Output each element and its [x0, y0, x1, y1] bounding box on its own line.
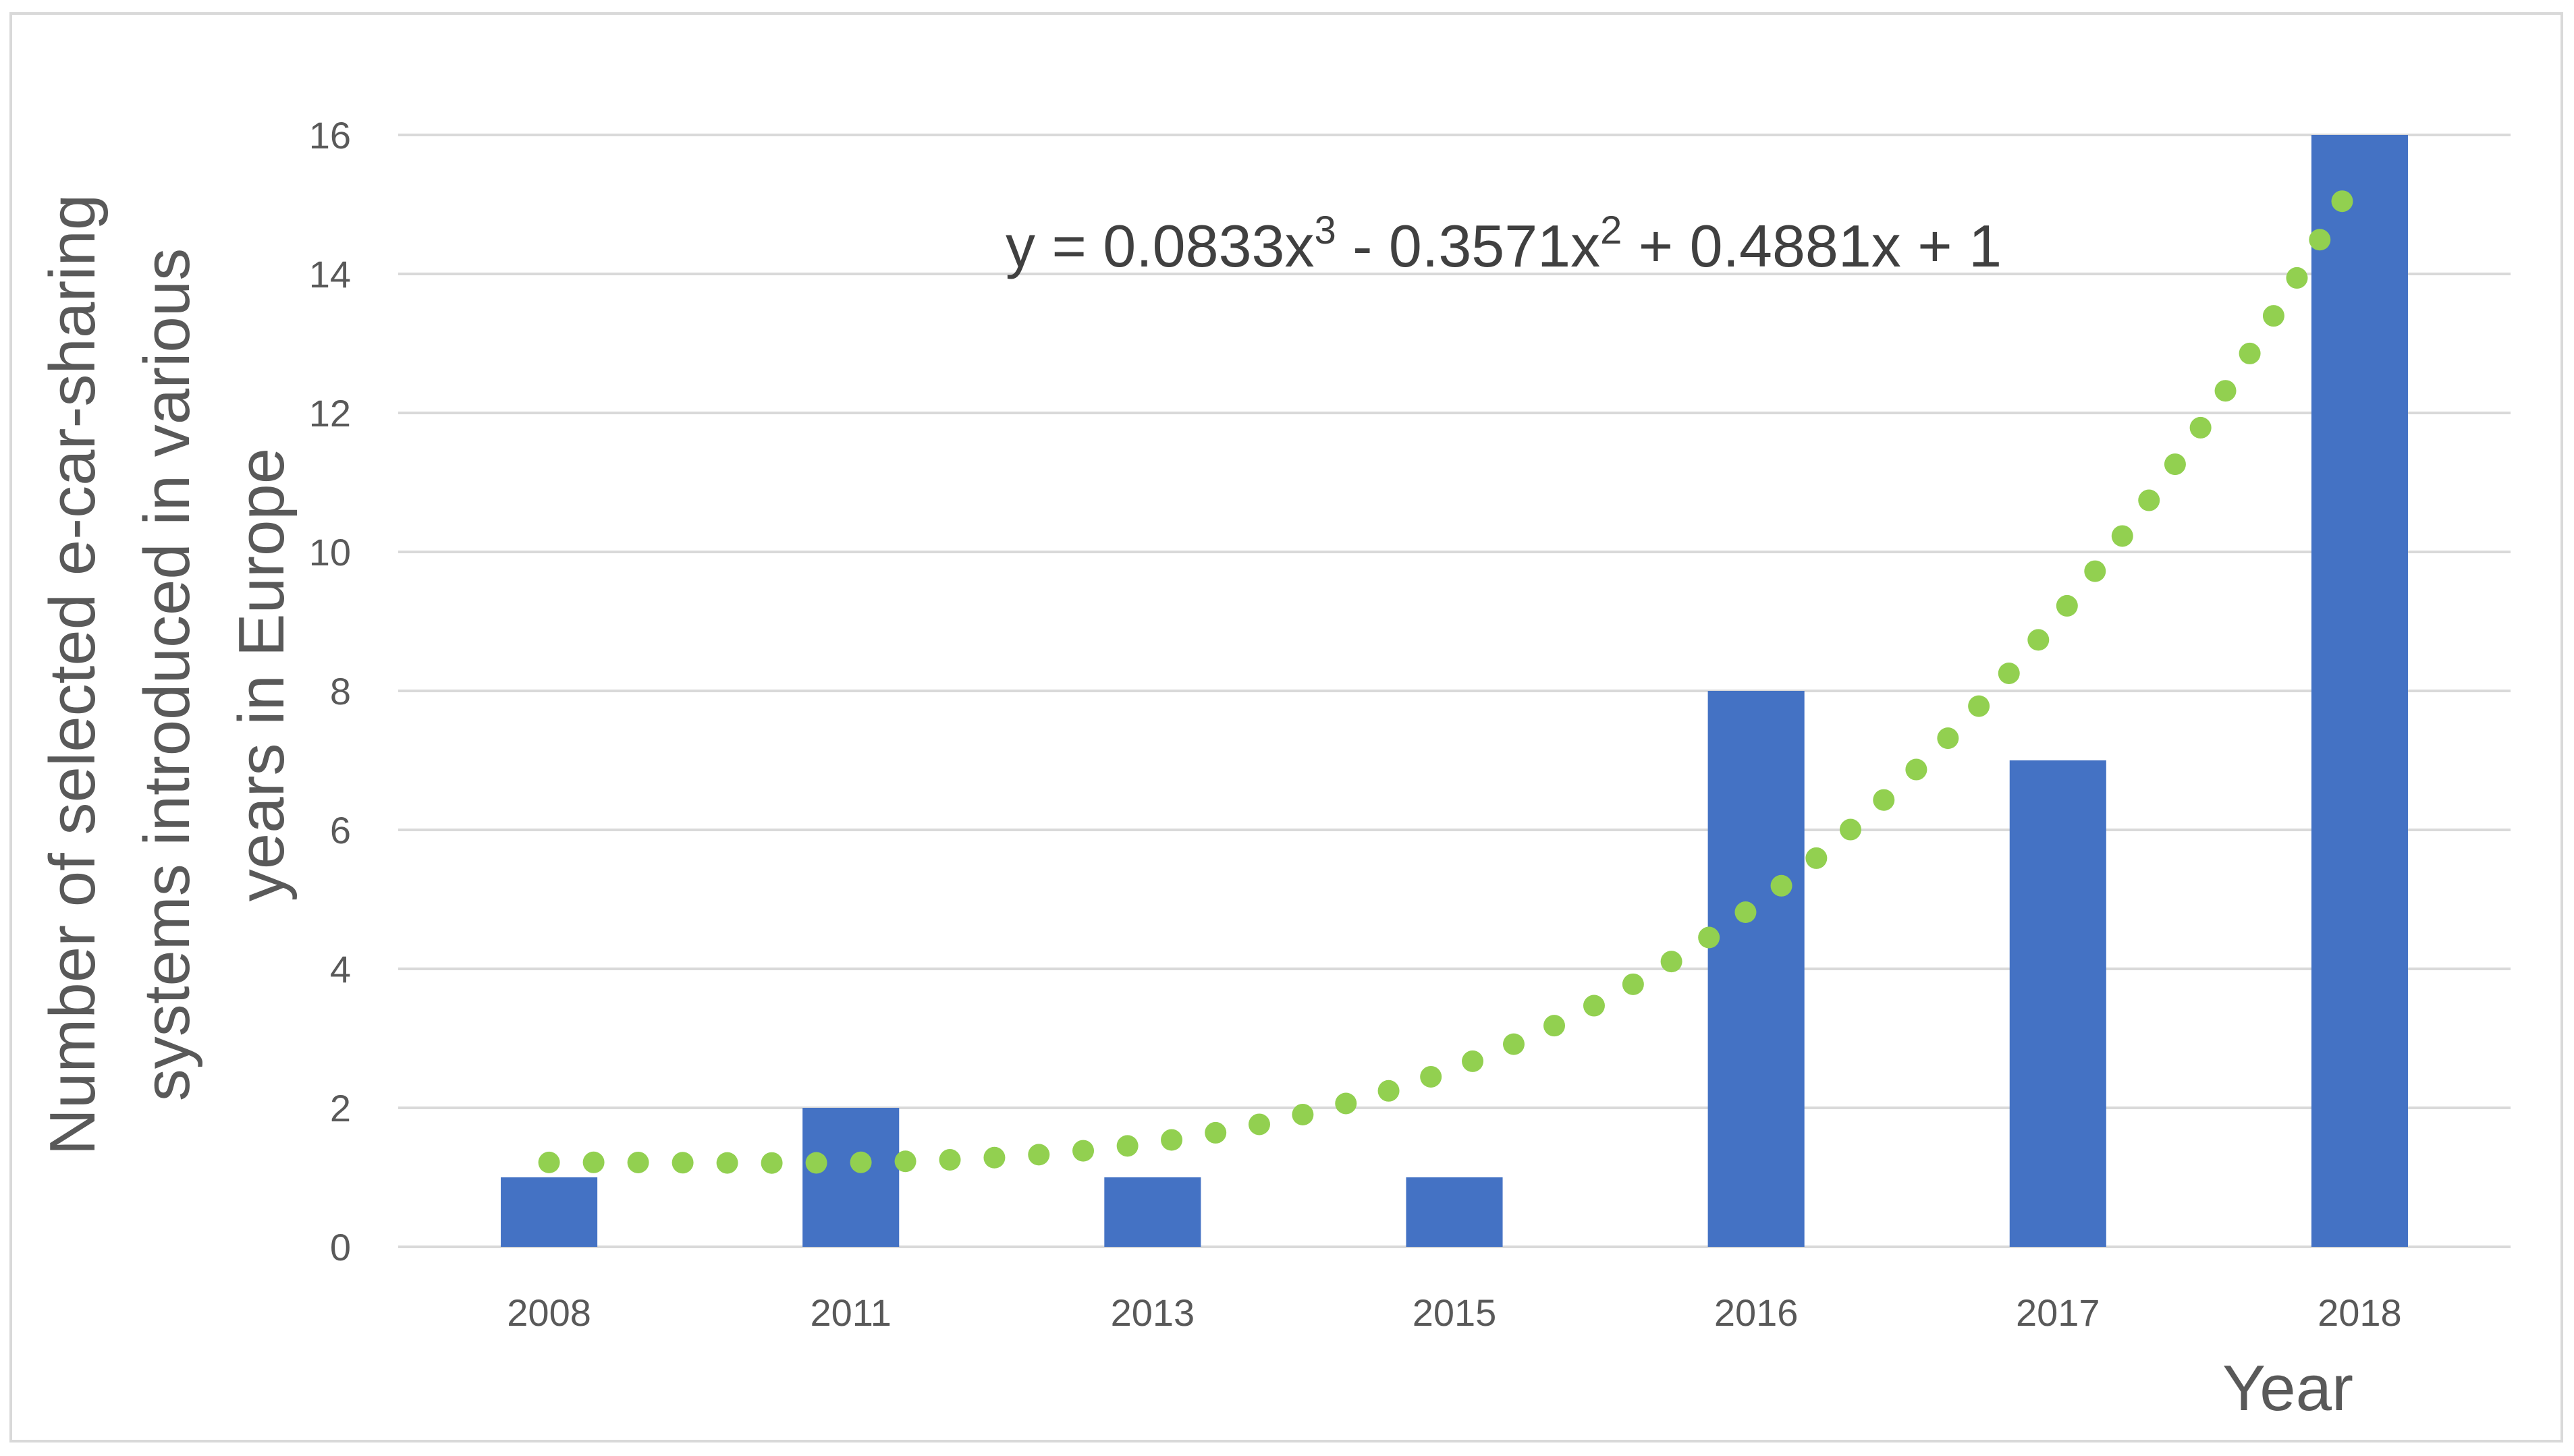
bar [2311, 135, 2408, 1247]
chart-frame [9, 12, 2563, 1443]
y-tick-label: 14 [309, 253, 351, 296]
gridlines [398, 134, 2511, 1248]
y-tick-label: 8 [330, 670, 351, 712]
y-tick-label: 16 [309, 114, 351, 157]
y-tick-label: 6 [330, 809, 351, 851]
bar [1707, 691, 1805, 1247]
y-tick-label: 4 [330, 948, 351, 990]
y-tick-label: 12 [309, 392, 351, 435]
bar [1406, 1177, 1503, 1247]
x-tick-label: 2016 [1714, 1291, 1799, 1334]
y-tick-label: 2 [330, 1087, 351, 1129]
x-tick-label: 2013 [1111, 1291, 1195, 1334]
y-tick-label: 0 [330, 1226, 351, 1268]
x-tick-label: 2011 [811, 1291, 892, 1334]
trendline [538, 159, 2371, 1174]
equation-part: - 0.3571x [1336, 213, 1600, 279]
trendline-equation: y = 0.0833x3 - 0.3571x2 + 0.4881x + 1 [1006, 208, 2002, 279]
bar [802, 1108, 900, 1247]
y-tick-label: 10 [309, 531, 351, 573]
bar [501, 1177, 598, 1247]
y-axis-title-line: years in Europe [225, 448, 298, 901]
equation-part: y = 0.0833x [1006, 213, 1314, 279]
y-tick-labels: 0 2 4 6 8 10 12 14 16 [309, 114, 351, 1268]
x-tick-label: 2018 [2318, 1291, 2402, 1334]
x-tick-labels: 2008 2011 2013 2015 2016 2017 2018 [507, 1291, 2401, 1334]
y-axis-title: Number of selected e-car-sharing systems… [36, 194, 298, 1156]
x-tick-label: 2008 [507, 1291, 591, 1334]
y-axis-title-line: Number of selected e-car-sharing [36, 194, 109, 1156]
bar [1104, 1177, 1201, 1247]
equation-exponent: 2 [1600, 208, 1622, 252]
y-axis-title-line: systems introduced in various [131, 248, 203, 1102]
trendline-curve [538, 159, 2371, 1174]
x-tick-label: 2015 [1413, 1291, 1497, 1334]
equation-part: + 0.4881x + 1 [1622, 213, 2002, 279]
x-axis-title: Year [2222, 1352, 2353, 1424]
bars [501, 135, 2408, 1247]
equation-exponent: 3 [1314, 208, 1336, 252]
bar [2009, 760, 2106, 1247]
x-tick-label: 2017 [2016, 1291, 2100, 1334]
